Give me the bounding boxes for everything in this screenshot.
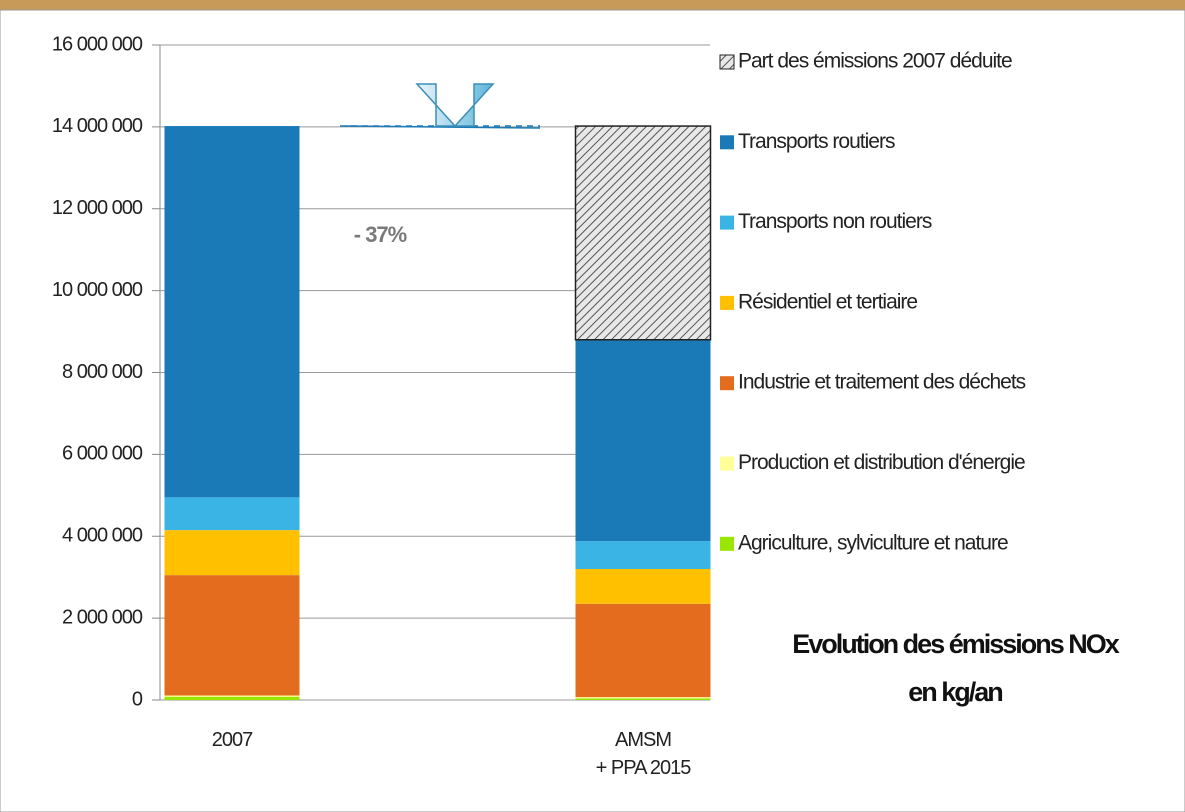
legend-label: Part des émissions 2007 déduite [738, 50, 1012, 73]
y-tick-label: 10 000 000 [52, 279, 143, 301]
legend-label: Transports routiers [738, 130, 895, 153]
reference-line [344, 125, 541, 129]
legend-label: Agriculture, sylviculture et nature [738, 531, 1008, 554]
arrow [415, 83, 495, 128]
legend-label: Industrie et traitement des déchets [738, 371, 1026, 394]
y-tick-label: 4 000 000 [62, 525, 143, 547]
legend-swatch [720, 215, 734, 230]
y-tick-label: 2 000 000 [62, 606, 143, 628]
bar-segment [575, 541, 711, 569]
bar-segment [164, 126, 300, 498]
bar-segment [575, 339, 711, 542]
legend-label: Transports non routiers [738, 210, 932, 233]
y-tick-label: 12 000 000 [52, 197, 143, 219]
legend-label: Production et distribution d'énergie [738, 451, 1025, 474]
bar-segment [164, 575, 300, 696]
bar-segment [575, 697, 711, 699]
legend-swatch [720, 536, 734, 551]
y-tick-label: 0 [132, 688, 143, 710]
legend-swatch [720, 135, 734, 150]
bar-segment [574, 125, 712, 341]
bar-segment [575, 569, 711, 604]
bar-segment [164, 530, 300, 576]
legend-label: Résidentiel et tertiaire [738, 290, 917, 313]
legend-swatch [720, 376, 734, 391]
x-tick-label: AMSM + PPA 2015 [595, 729, 692, 779]
y-tick-label: 14 000 000 [52, 115, 143, 137]
annotation: - 37% [354, 222, 407, 247]
bar-segment [164, 695, 300, 697]
y-tick-label: 16 000 000 [52, 33, 143, 55]
x-tick-label: 2007 [211, 729, 254, 751]
chart-title: Evolution des émissions NOx en kg/an [792, 629, 1120, 707]
bar-segment [575, 698, 711, 700]
y-tick-label: 8 000 000 [62, 361, 143, 383]
photo-strip [0, 0, 1185, 10]
legend-swatch [720, 456, 734, 471]
legend-swatch [719, 54, 735, 70]
bar-segment [164, 497, 300, 531]
y-tick-label: 6 000 000 [62, 443, 143, 465]
legend-swatch [720, 295, 734, 310]
bar-segment [164, 696, 300, 700]
bar-segment [575, 603, 711, 698]
